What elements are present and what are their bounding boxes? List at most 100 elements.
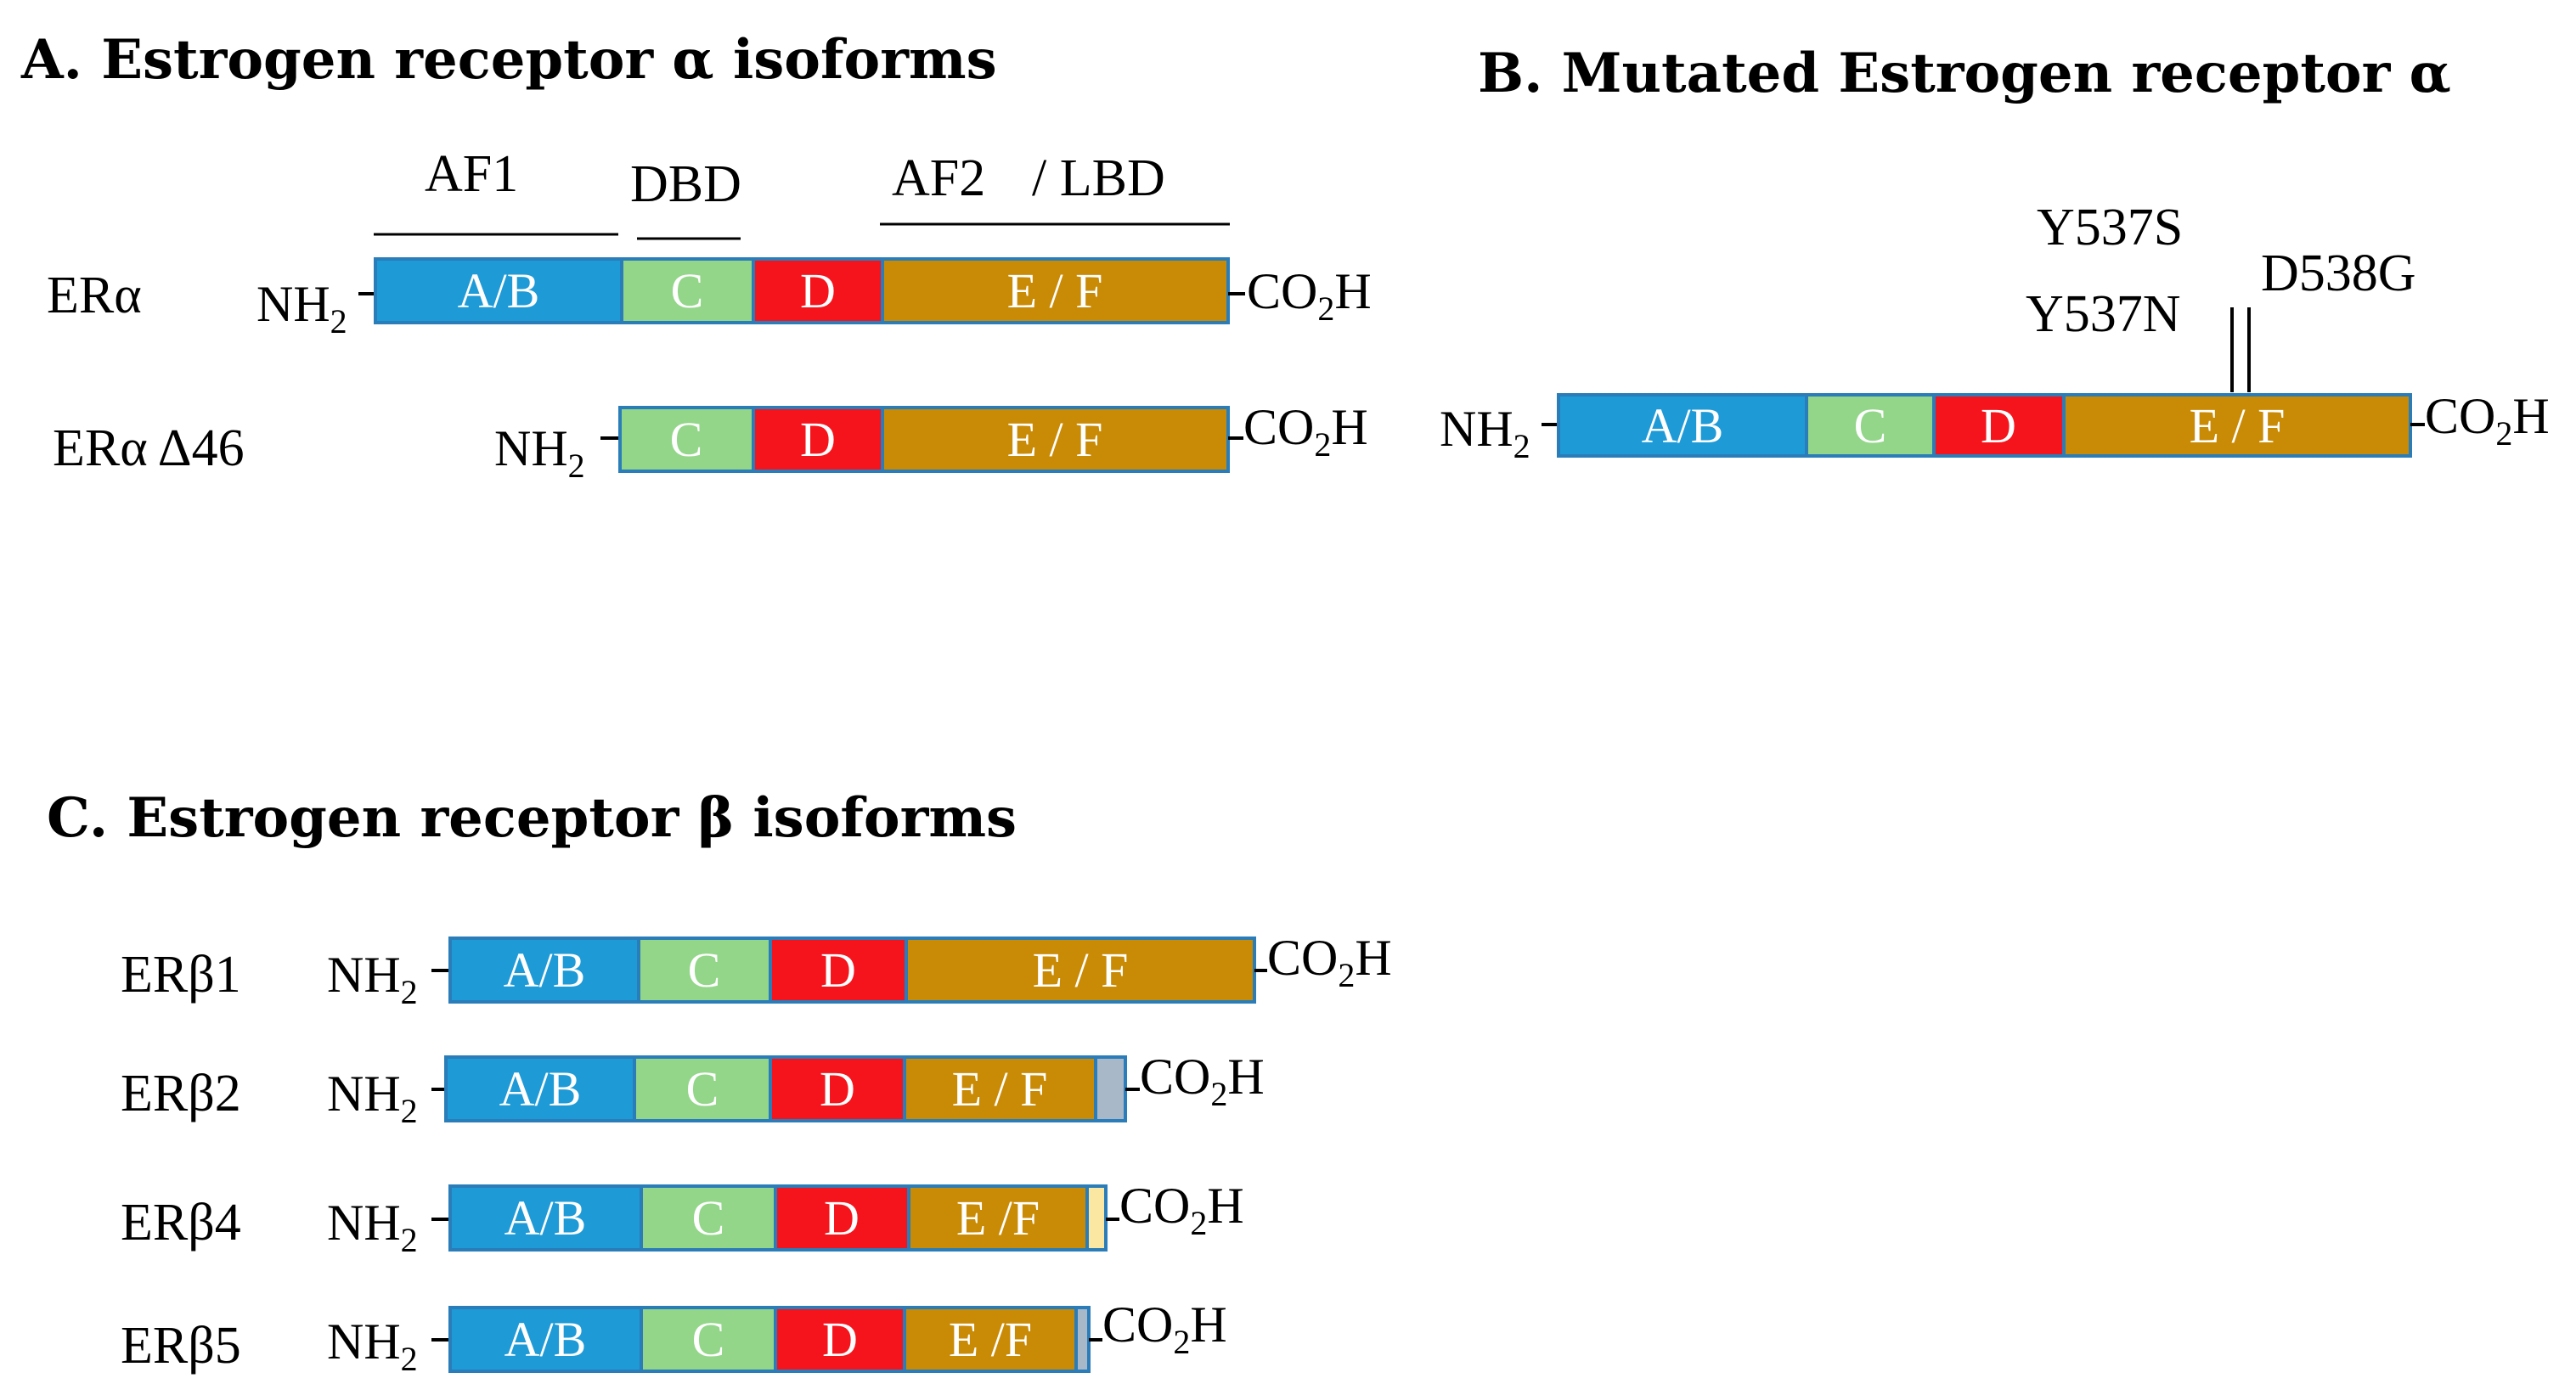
mutated-era-n-terminus: NH2 (1440, 401, 1559, 465)
erb1-c-terminus: CO2H (1254, 930, 1392, 994)
erb4-ab-segment (448, 1184, 643, 1252)
era-d46-row-label: ERα Δ46 (53, 419, 245, 477)
erb2-ab-segment (444, 1055, 636, 1122)
erb1-ef-segment (905, 937, 1256, 1004)
erb4-tail-segment (1085, 1184, 1108, 1252)
erb4-ef-segment (907, 1184, 1089, 1252)
mutated-era-c-segment (1805, 393, 1936, 458)
era-ab-segment (374, 257, 623, 324)
af1-label: AF1 (425, 145, 518, 203)
era-c-segment (620, 257, 755, 324)
svg-text:NH2: NH2 (327, 947, 418, 1011)
erb4-protein-bar: A/B C D E /F (448, 1184, 1108, 1252)
erb2-protein-bar: A/B C D E / F (444, 1055, 1127, 1122)
svg-text:CO2H: CO2H (1267, 930, 1392, 994)
erb5-c-text: C (692, 1312, 725, 1367)
svg-text:NH2: NH2 (327, 1066, 418, 1130)
erb5-c-terminus: CO2H (1089, 1297, 1227, 1361)
erb5-ef-text: E /F (949, 1312, 1032, 1367)
erb1-row-label: ERβ1 (121, 946, 241, 1004)
panel-c-title: C. Estrogen receptor β isoforms (47, 786, 1017, 850)
erb2-c-segment (633, 1055, 772, 1122)
erb4-n-terminus: NH2 (327, 1195, 450, 1259)
era-d46-d-text: D (800, 412, 836, 467)
erb5-d-text: D (822, 1312, 858, 1367)
erb4-c-terminus: CO2H (1106, 1178, 1244, 1242)
era-d46-n-terminus: NH2 (494, 420, 620, 485)
erb1-ab-text: A/B (504, 942, 586, 998)
erb1-d-text: D (820, 942, 856, 998)
erb4-ef-text: E /F (956, 1190, 1040, 1246)
svg-text:NH2: NH2 (327, 1195, 418, 1259)
erb2-n-terminus: NH2 (327, 1066, 446, 1130)
mutated-era-c-text: C (1854, 398, 1887, 453)
erb1-c-segment (637, 937, 772, 1004)
erb5-row-label: ERβ5 (121, 1317, 241, 1375)
svg-text:CO2H: CO2H (1140, 1049, 1265, 1113)
mutation-y537n-label: Y537N (2026, 285, 2181, 343)
erb2-ef-text: E / F (952, 1061, 1048, 1117)
dbd-label: DBD (630, 155, 741, 213)
erb5-n-terminus: NH2 (327, 1313, 450, 1378)
era-d46-c-segment (618, 406, 755, 473)
era-d46-protein-bar: C D E / F (618, 406, 1230, 473)
era-c-terminus: CO2H (1228, 263, 1372, 328)
panel-a-title: A. Estrogen receptor α isoforms (20, 28, 997, 92)
erb4-d-text: D (824, 1190, 860, 1246)
svg-text:NH2: NH2 (327, 1313, 418, 1378)
era-n-terminus: NH2 (256, 276, 375, 340)
svg-text:NH2: NH2 (494, 420, 585, 485)
svg-text:NH2: NH2 (1440, 401, 1530, 465)
erb5-tail-segment (1074, 1306, 1091, 1373)
era-d46-ef-text: E / F (1007, 412, 1103, 467)
erb5-d-segment (774, 1306, 906, 1373)
mutated-era-ef-text: E / F (2190, 398, 2286, 453)
era-ab-text: A/B (458, 263, 540, 318)
era-d46-c-terminus: CO2H (1228, 399, 1368, 464)
panel-b-title: B. Mutated Estrogen receptor α (1478, 42, 2451, 105)
erb1-protein-bar: A/B C D E / F (448, 937, 1256, 1004)
erb5-c-segment (640, 1306, 777, 1373)
erb4-d-segment (774, 1184, 910, 1252)
svg-text:NH2: NH2 (256, 276, 347, 340)
era-row-label: ERα (47, 267, 142, 324)
svg-text:CO2H: CO2H (2425, 388, 2550, 453)
svg-text:CO2H: CO2H (1102, 1297, 1227, 1361)
erb2-c-text: C (686, 1061, 719, 1117)
erb2-d-segment (769, 1055, 906, 1122)
af2-label: AF2 (892, 149, 985, 207)
era-d46-c-text: C (670, 412, 703, 467)
era-ef-segment (881, 257, 1230, 324)
mutation-d538g-label: D538G (2261, 245, 2416, 302)
mutated-era-ab-text: A/B (1642, 398, 1724, 453)
erb2-tail-segment (1094, 1055, 1127, 1122)
erb2-d-text: D (820, 1061, 855, 1117)
svg-text:CO2H: CO2H (1119, 1178, 1244, 1242)
erb2-row-label: ERβ2 (121, 1065, 241, 1122)
svg-text:CO2H: CO2H (1247, 263, 1372, 328)
era-d46-ef-segment (881, 406, 1230, 473)
erb1-ef-text: E / F (1033, 942, 1129, 998)
erb2-ab-text: A/B (499, 1061, 582, 1117)
era-c-text: C (671, 263, 704, 318)
era-ef-text: E / F (1007, 263, 1103, 318)
mutated-era-protein-bar: A/B C D E / F (1557, 393, 2412, 458)
mutated-era-c-terminus: CO2H (2410, 388, 2550, 453)
erb4-ab-text: A/B (504, 1190, 587, 1246)
svg-text:CO2H: CO2H (1243, 399, 1368, 464)
erb4-c-segment (640, 1184, 777, 1252)
erb4-row-label: ERβ4 (121, 1194, 241, 1252)
lbd-label: / LBD (1032, 149, 1165, 207)
erb1-c-text: C (688, 942, 721, 998)
erb5-ab-text: A/B (504, 1312, 587, 1367)
erb5-protein-bar: A/B C D E /F (448, 1306, 1091, 1373)
era-d-segment (752, 257, 884, 324)
mutated-era-ab-segment (1557, 393, 1808, 458)
era-protein-bar: A/B C D E / F (374, 257, 1230, 324)
erb4-c-text: C (692, 1190, 725, 1246)
era-d-text: D (800, 263, 836, 318)
erb1-n-terminus: NH2 (327, 947, 450, 1011)
mutated-era-ef-segment (2062, 393, 2412, 458)
mutation-y537s-label: Y537S (2037, 199, 2183, 256)
